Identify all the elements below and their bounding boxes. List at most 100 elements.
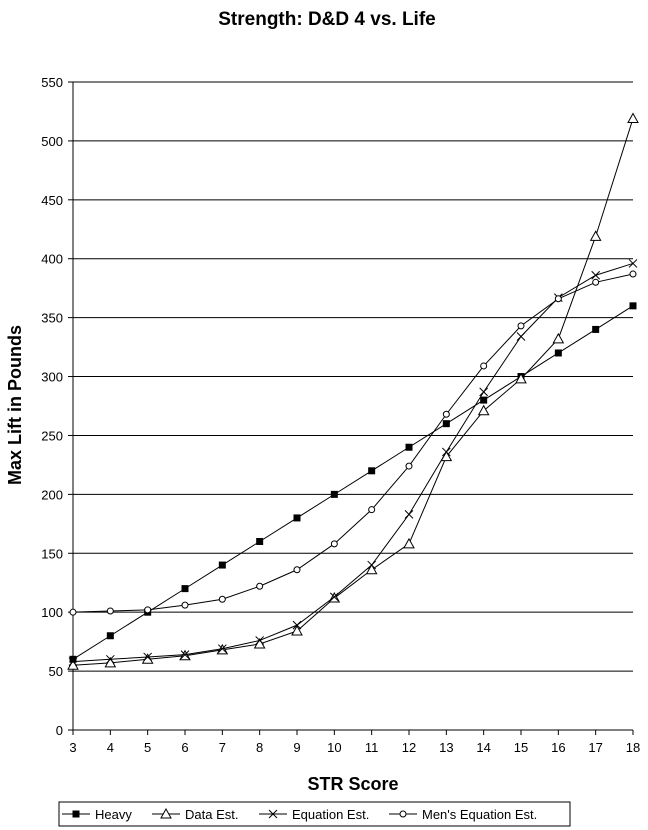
y-tick-label: 350 bbox=[41, 311, 63, 326]
y-tick-label: 300 bbox=[41, 370, 63, 385]
legend-label: Equation Est. bbox=[292, 807, 369, 822]
data-point bbox=[405, 462, 413, 470]
legend-marker bbox=[268, 809, 278, 819]
data-point bbox=[181, 585, 189, 593]
x-tick-label: 18 bbox=[626, 740, 640, 755]
x-tick-label: 6 bbox=[181, 740, 188, 755]
y-axis-title: Max Lift in Pounds bbox=[5, 325, 25, 485]
y-tick-labels: 0 50 100 150 200 250 300 350 400 450 500 550 bbox=[41, 75, 63, 738]
series-1 bbox=[67, 112, 639, 670]
series-line bbox=[72, 305, 634, 660]
data-point bbox=[69, 608, 77, 616]
data-point bbox=[106, 632, 114, 640]
y-tick-label: 450 bbox=[41, 193, 63, 208]
x-tick-label: 16 bbox=[551, 740, 565, 755]
x-axis-title: STR Score bbox=[307, 774, 398, 794]
data-point bbox=[554, 349, 562, 357]
y-tick-label: 250 bbox=[41, 428, 63, 443]
data-point bbox=[480, 396, 488, 404]
x-tick-label: 15 bbox=[514, 740, 528, 755]
data-point bbox=[517, 322, 525, 330]
series-3 bbox=[69, 270, 637, 616]
data-point bbox=[106, 607, 114, 615]
x-tick-label: 12 bbox=[402, 740, 416, 755]
legend-marker bbox=[399, 810, 407, 818]
data-point bbox=[403, 537, 415, 549]
data-point bbox=[629, 302, 637, 310]
series-line bbox=[72, 118, 634, 666]
data-point bbox=[256, 582, 264, 590]
data-point bbox=[405, 443, 413, 451]
data-point bbox=[404, 510, 414, 519]
data-point bbox=[255, 636, 265, 645]
data-point bbox=[217, 644, 227, 654]
data-point bbox=[628, 259, 638, 268]
data-point bbox=[105, 654, 115, 664]
data-point bbox=[365, 563, 378, 575]
legend-entry: Heavy bbox=[62, 807, 132, 822]
legend-entry: Data Est. bbox=[152, 807, 238, 822]
x-tick-labels: 3 4 5 6 7 8 9 10 11 12 13 14 15 16 17 18 bbox=[69, 740, 640, 755]
data-point bbox=[330, 540, 338, 548]
x-tick-label: 14 bbox=[476, 740, 490, 755]
data-point bbox=[516, 332, 526, 341]
data-point bbox=[293, 514, 301, 522]
legend-entry: Men's Equation Est. bbox=[389, 807, 537, 822]
x-tick-label: 3 bbox=[69, 740, 76, 755]
data-point bbox=[592, 278, 600, 286]
legend-label: Heavy bbox=[95, 807, 132, 822]
legend-marker bbox=[72, 810, 80, 818]
data-point bbox=[368, 506, 376, 514]
data-point bbox=[592, 325, 600, 333]
data-point bbox=[68, 657, 78, 667]
y-tick-label: 50 bbox=[49, 664, 63, 679]
x-tick-label: 10 bbox=[327, 740, 341, 755]
x-tick-label: 5 bbox=[144, 740, 151, 755]
data-point bbox=[143, 652, 153, 662]
data-point bbox=[329, 592, 339, 602]
y-tick-label: 550 bbox=[41, 75, 63, 90]
data-point bbox=[442, 420, 450, 428]
y-tick-label: 100 bbox=[41, 605, 63, 620]
legend-label: Men's Equation Est. bbox=[422, 807, 537, 822]
data-point bbox=[291, 625, 303, 636]
data-point bbox=[627, 112, 639, 124]
data-point bbox=[554, 295, 562, 303]
data-point bbox=[477, 404, 490, 416]
data-point bbox=[218, 561, 226, 569]
data-point bbox=[479, 387, 489, 397]
data-point bbox=[293, 566, 301, 574]
data-point bbox=[368, 467, 376, 475]
data-point bbox=[256, 537, 264, 545]
x-tick-label: 4 bbox=[107, 740, 114, 755]
x-tick-label: 11 bbox=[365, 740, 379, 755]
y-tick-label: 150 bbox=[41, 546, 63, 561]
data-point bbox=[591, 270, 601, 280]
series-line bbox=[72, 273, 634, 613]
gridlines bbox=[73, 81, 633, 672]
chart-title: Strength: D&D 4 vs. Life bbox=[218, 9, 435, 30]
data-point bbox=[552, 332, 565, 344]
x-tick-label: 9 bbox=[293, 740, 300, 755]
data-point bbox=[515, 372, 527, 384]
axes bbox=[68, 81, 634, 735]
data-point bbox=[442, 410, 450, 418]
series bbox=[67, 112, 639, 670]
legend: Heavy Data Est. Equation Est. Men's Equatio… bbox=[58, 801, 571, 827]
x-tick-label: 13 bbox=[439, 740, 453, 755]
data-point bbox=[629, 270, 637, 278]
x-tick-label: 8 bbox=[256, 740, 263, 755]
data-point bbox=[218, 595, 226, 603]
x-tick-label: 7 bbox=[219, 740, 226, 755]
legend-label: Data Est. bbox=[185, 807, 238, 822]
y-tick-label: 200 bbox=[41, 487, 63, 502]
x-tick-label: 17 bbox=[588, 740, 602, 755]
legend-entry: Equation Est. bbox=[259, 807, 369, 822]
y-tick-label: 0 bbox=[56, 723, 63, 738]
data-point bbox=[441, 447, 451, 457]
y-tick-label: 400 bbox=[41, 252, 63, 267]
data-point bbox=[180, 650, 190, 659]
legend-box bbox=[58, 801, 571, 827]
